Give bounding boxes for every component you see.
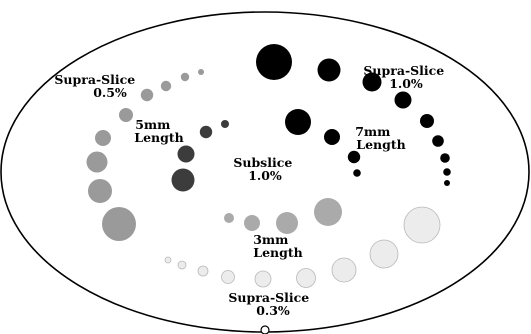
object-group-7mm-length	[285, 109, 361, 177]
5mm-length-object-4	[221, 120, 229, 128]
supra-slice-0-3-object-9	[164, 256, 172, 264]
label-subslice-1-0: Subslice 1.0%	[233, 155, 296, 183]
label-3mm-length: 3mm Length	[253, 232, 302, 260]
supra-slice-0-5-object-3	[86, 151, 108, 173]
5mm-length-object-3	[199, 125, 213, 139]
label-supra-slice-1-0: Supra-Slice 1.0%	[363, 63, 448, 91]
supra-slice-1-0-object-5	[420, 114, 434, 128]
supra-slice-0-5-object-7	[160, 80, 172, 92]
supra-slice-0-3-object-6	[221, 270, 235, 284]
label-subslice-1-0-line-1: Subslice	[233, 155, 292, 170]
3mm-length-object-3	[244, 215, 260, 231]
supra-slice-0-3-object-2	[369, 239, 399, 269]
supra-slice-0-3-object-4	[296, 268, 316, 288]
low-contrast-objects	[86, 44, 451, 288]
supra-slice-0-3-object-7	[197, 265, 209, 277]
supra-slice-0-3-object-8	[177, 260, 187, 270]
supra-slice-0-5-object-5	[119, 108, 133, 122]
label-7mm-length-line-1: 7mm	[355, 124, 390, 139]
supra-slice-0-3-object-3	[331, 257, 357, 283]
label-supra-slice-0-5-line-2: 0.5%	[93, 85, 127, 100]
label-supra-slice-0-3-line-2: 0.3%	[256, 303, 290, 318]
supra-slice-0-5-object-1	[102, 207, 136, 241]
supra-slice-0-5-object-4	[95, 130, 111, 146]
supra-slice-1-0-object-7	[440, 153, 450, 163]
supra-slice-1-0-object-4	[394, 91, 412, 109]
label-7mm-length-line-2: Length	[356, 137, 405, 152]
label-3mm-length-line-2: Length	[253, 245, 302, 260]
7mm-length-object-3	[347, 150, 361, 164]
label-supra-slice-0-5: Supra-Slice 0.5%	[54, 72, 139, 100]
label-7mm-length: 7mm Length	[355, 124, 405, 152]
supra-slice-1-0-object-2	[317, 58, 341, 82]
supra-slice-0-3-object-5	[254, 270, 272, 288]
5mm-length-object-2	[177, 145, 195, 163]
label-supra-slice-0-5-line-1: Supra-Slice	[54, 72, 135, 87]
supra-slice-1-0-object-3	[362, 72, 382, 92]
label-supra-slice-1-0-line-1: Supra-Slice	[363, 63, 444, 78]
object-group-supra-slice-0-3	[164, 206, 441, 288]
7mm-length-object-4	[353, 169, 361, 177]
object-group-3mm-length	[224, 198, 342, 234]
3mm-length-object-1	[314, 198, 342, 226]
phantom-bottom-marker	[260, 325, 270, 334]
supra-slice-1-0-object-8	[443, 168, 451, 176]
label-5mm-length-line-2: Length	[134, 130, 183, 145]
3mm-length-object-2	[276, 212, 298, 234]
7mm-length-object-2	[324, 129, 340, 145]
object-group-supra-slice-1-0	[256, 44, 451, 186]
5mm-length-object-1	[171, 168, 195, 192]
label-subslice-1-0-line-2: 1.0%	[248, 168, 282, 183]
supra-slice-1-0-object-6	[432, 135, 444, 147]
supra-slice-0-5-object-9	[198, 69, 204, 75]
label-5mm-length-line-1: 5mm	[135, 117, 170, 132]
supra-slice-1-0-object-1	[256, 44, 292, 80]
labels: Supra-Slice 1.0% 7mm Length Supra-Slice …	[54, 63, 448, 318]
label-supra-slice-1-0-line-2: 1.0%	[389, 76, 423, 91]
3mm-length-object-4	[224, 213, 234, 223]
object-group-5mm-length	[171, 120, 229, 192]
object-group-supra-slice-0-5	[86, 69, 204, 241]
label-5mm-length: 5mm Length	[134, 117, 183, 145]
label-supra-slice-0-3-line-1: Supra-Slice	[228, 290, 309, 305]
supra-slice-0-5-object-2	[88, 179, 112, 203]
supra-slice-1-0-object-9	[444, 180, 450, 186]
supra-slice-0-5-object-6	[140, 88, 154, 102]
supra-slice-0-3-object-1	[403, 206, 441, 244]
7mm-length-object-1	[285, 109, 311, 135]
label-supra-slice-0-3: Supra-Slice 0.3%	[228, 290, 313, 318]
label-3mm-length-line-1: 3mm	[253, 232, 288, 247]
supra-slice-0-5-object-8	[180, 72, 190, 82]
